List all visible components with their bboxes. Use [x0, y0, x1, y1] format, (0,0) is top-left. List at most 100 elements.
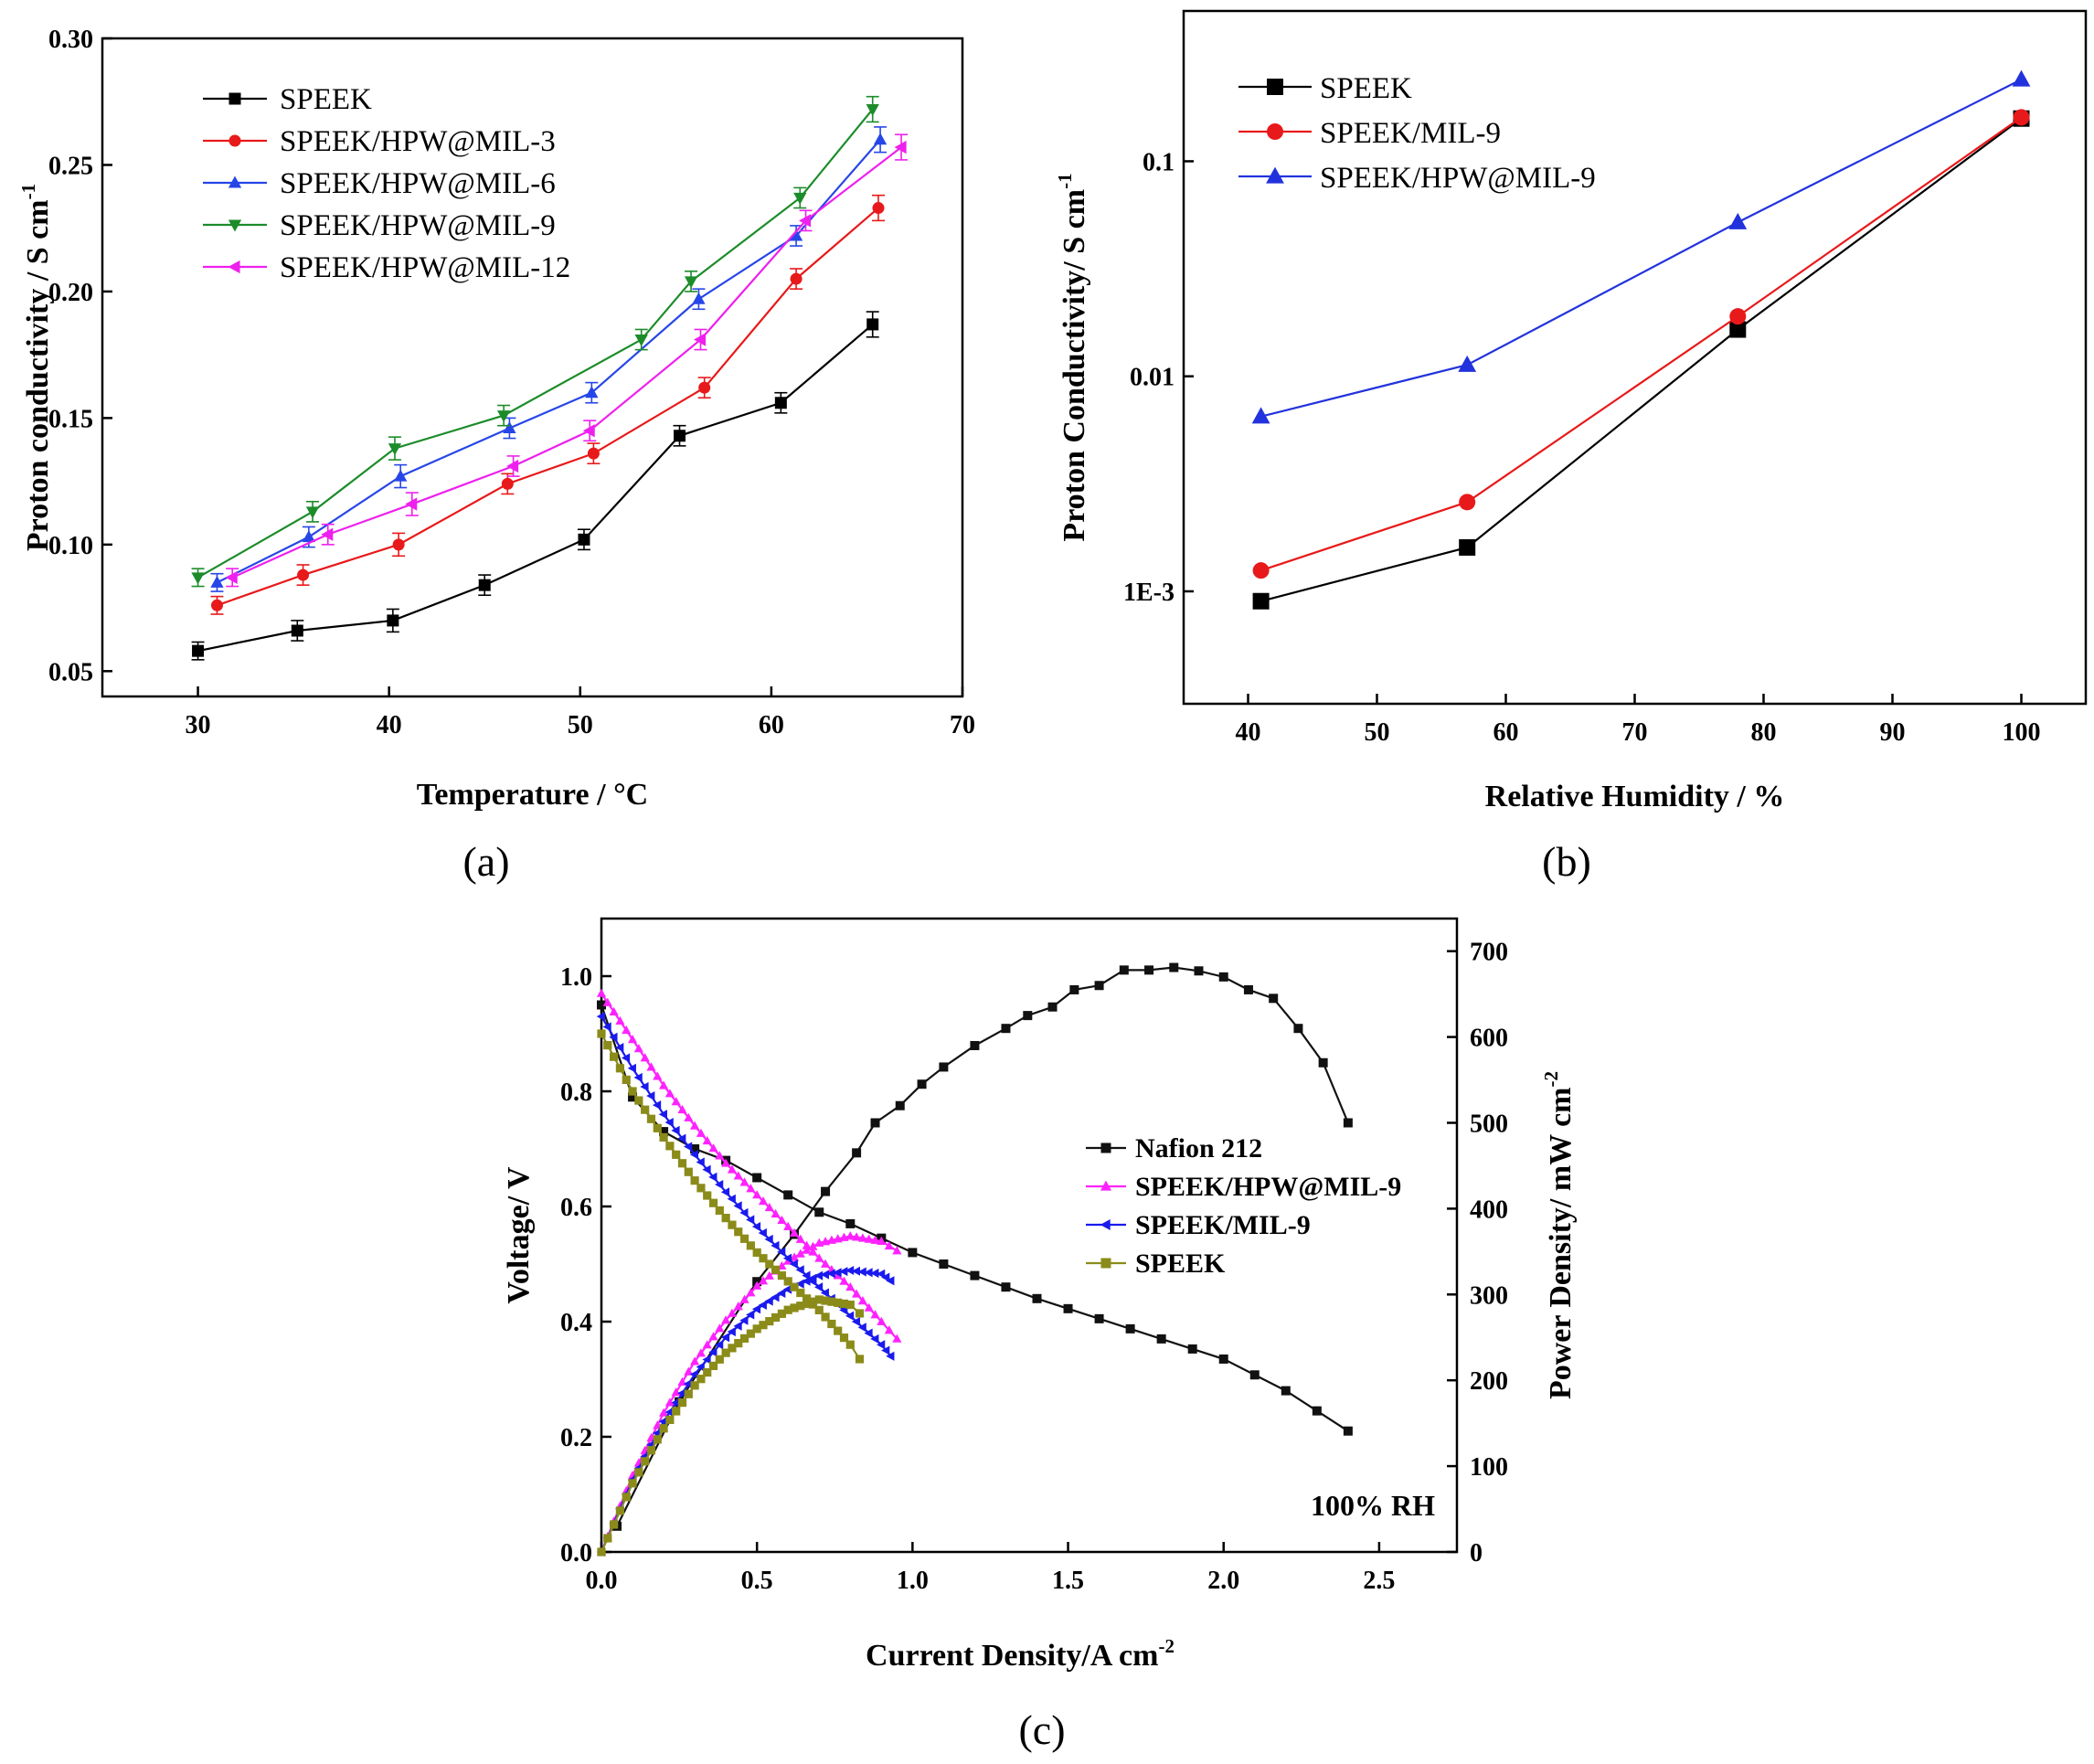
chart-a-frame: [101, 37, 964, 698]
chart-a-point-1-2: [392, 538, 405, 551]
chart-a-point-1-6: [790, 272, 803, 285]
chart-c-polarization-point-1-30: [783, 1221, 793, 1230]
chart-c-power-point-1-27: [764, 1270, 774, 1280]
chart-c-polarization-point-0-0: [597, 1000, 606, 1010]
chart-c-panel-label: (c): [1018, 1706, 1065, 1753]
chart-c-power-point-0-24: [1318, 1057, 1328, 1068]
chart-c-polarization-point-0-18: [1156, 1334, 1166, 1344]
chart-c-power-point-1-46: [884, 1240, 894, 1250]
chart-c-polarization-point-1-16: [696, 1128, 706, 1137]
chart-a-ytick-label-5: 0.30: [48, 26, 93, 54]
chart-c-polarization-point-0-3: [690, 1144, 700, 1153]
chart-c-polarization-point-1-33: [802, 1240, 812, 1249]
chart-c-polarization-point-2-43: [864, 1328, 873, 1338]
chart-a-ytick-label-1: 0.10: [48, 532, 93, 560]
chart-c-polarization-point-2-42: [857, 1323, 866, 1333]
chart-c-xtick-label-4: 2.0: [1207, 1567, 1239, 1595]
chart-c-power-point-2-18: [708, 1347, 717, 1357]
chart-c-power-point-3-21: [728, 1344, 737, 1353]
chart-b-ytick-label-2: 0.1: [1143, 148, 1175, 176]
chart-c-power-point-0-15: [1094, 981, 1104, 991]
chart-b-humidity-conductivity: 40 50 60 70 80 90 100 1E-3 0.01 0.1 SPEEK SPEEK/MIL…: [1054, 9, 2088, 885]
chart-c-polarization-point-2-13: [677, 1133, 686, 1143]
chart-c-polarization-point-1-29: [777, 1215, 787, 1225]
chart-c-power-point-3-25: [752, 1324, 761, 1334]
chart-c-polarization-point-1-23: [739, 1177, 749, 1186]
chart-c-power-point-2-27: [764, 1296, 773, 1306]
chart-b-legend-marker-0: [1267, 79, 1283, 95]
chart-a-point-4-2: [405, 497, 418, 511]
chart-c-polarization-point-3-30: [783, 1277, 792, 1286]
chart-c-polarization-point-2-5: [627, 1063, 636, 1073]
chart-c-polarization-point-0-2: [659, 1127, 669, 1137]
chart-c-polarization-point-1-40: [845, 1281, 856, 1291]
chart-c-polarization-point-3-32: [796, 1288, 805, 1298]
chart-c-polarization-point-0-12: [970, 1270, 980, 1280]
chart-c-power-point-1-15: [690, 1356, 700, 1366]
chart-c-power-point-1-33: [802, 1245, 812, 1254]
chart-c-power-point-3-12: [672, 1407, 681, 1416]
chart-c-power-point-3-27: [765, 1316, 774, 1326]
chart-c-power-point-2-22: [733, 1321, 742, 1331]
chart-c-power-point-1-45: [877, 1236, 887, 1245]
chart-c-power-point-3-3: [615, 1506, 625, 1515]
chart-c-polarization-point-3-22: [734, 1227, 743, 1237]
chart-c-power-point-0-7: [895, 1100, 905, 1110]
chart-c-polarization-point-2-46: [881, 1345, 890, 1355]
chart-c-polarization-point-3-38: [834, 1326, 843, 1335]
chart-c-power-point-3-35: [814, 1295, 824, 1304]
chart-c-polarization-point-3-19: [715, 1206, 724, 1216]
chart-a-point-3-3: [496, 410, 511, 423]
chart-a-point-4-5: [694, 333, 707, 346]
chart-c-ytick-label-3: 0.6: [560, 1194, 592, 1222]
chart-b-xlabel: Relative Humidity / %: [1485, 780, 1785, 813]
chart-c-polarization-point-3-29: [777, 1271, 787, 1280]
chart-c-ytick-label-4: 0.8: [560, 1079, 592, 1107]
chart-c-polarization-point-3-24: [746, 1241, 755, 1250]
chart-c-power-point-1-26: [758, 1276, 769, 1285]
chart-c-polarization-point-2-16: [696, 1157, 705, 1167]
chart-c-power-point-2-39: [839, 1267, 848, 1277]
chart-c-y2tick-label-4: 400: [1470, 1195, 1508, 1224]
chart-c-polarization-point-2-44: [870, 1334, 879, 1344]
chart-a-panel-label: (a): [462, 838, 509, 885]
chart-c-polarization-point-2-41: [851, 1316, 861, 1327]
chart-a-legend-label-3: SPEEK/HPW@MIL-9: [280, 209, 556, 242]
chart-b-point-2-2: [1728, 212, 1748, 229]
chart-a-ytick-label-3: 0.20: [48, 279, 93, 307]
chart-c-power-point-3-33: [803, 1299, 812, 1309]
chart-c-power-point-2-42: [857, 1267, 866, 1277]
chart-c-polarization-point-3-27: [765, 1259, 774, 1269]
chart-c-polarization-point-2-8: [646, 1090, 655, 1101]
chart-b-ylabel-sup: -1: [1054, 173, 1076, 189]
chart-c-power-point-2-14: [684, 1378, 693, 1389]
chart-c-xlabel-text: Current Density/A cm: [866, 1639, 1158, 1673]
chart-c-power-point-1-20: [721, 1315, 731, 1324]
chart-b-series-line-1: [1260, 116, 2023, 572]
chart-c-power-point-3-31: [790, 1303, 799, 1312]
chart-c-polarization-point-0-22: [1281, 1386, 1291, 1396]
chart-c-polarization-point-1-26: [758, 1196, 769, 1206]
chart-c-power-point-1-34: [808, 1241, 818, 1250]
chart-b-ylabel-text: Proton Conductivity/ S cm: [1058, 189, 1091, 542]
chart-c-polarization-point-2-31: [789, 1259, 798, 1270]
chart-c-power-point-3-8: [646, 1446, 656, 1455]
chart-c-xtick-label-0: 0.0: [586, 1567, 618, 1595]
chart-c-polarization-point-3-28: [771, 1265, 781, 1274]
chart-a-point-0-1: [291, 624, 303, 637]
chart-c-polarization-point-3-0: [597, 1029, 606, 1038]
chart-c-power-point-3-30: [783, 1305, 792, 1314]
chart-c-power-point-3-28: [771, 1312, 781, 1323]
chart-c-polarization-point-1-32: [795, 1234, 805, 1243]
chart-c-polarization-point-1-18: [708, 1143, 718, 1153]
chart-c-power-point-3-15: [690, 1381, 699, 1390]
chart-c-power-point-0-4: [821, 1186, 831, 1196]
chart-c-power-point-3-10: [659, 1424, 668, 1433]
chart-c-power-point-2-19: [715, 1340, 724, 1350]
chart-a-point-0-7: [866, 318, 879, 331]
chart-c-power-point-1-24: [746, 1288, 756, 1297]
chart-c-polarization-point-1-5: [627, 1035, 638, 1044]
chart-c-power-point-1-47: [892, 1246, 902, 1255]
chart-c-polarization-point-0-11: [939, 1259, 949, 1269]
chart-c-power-point-2-30: [782, 1284, 792, 1294]
